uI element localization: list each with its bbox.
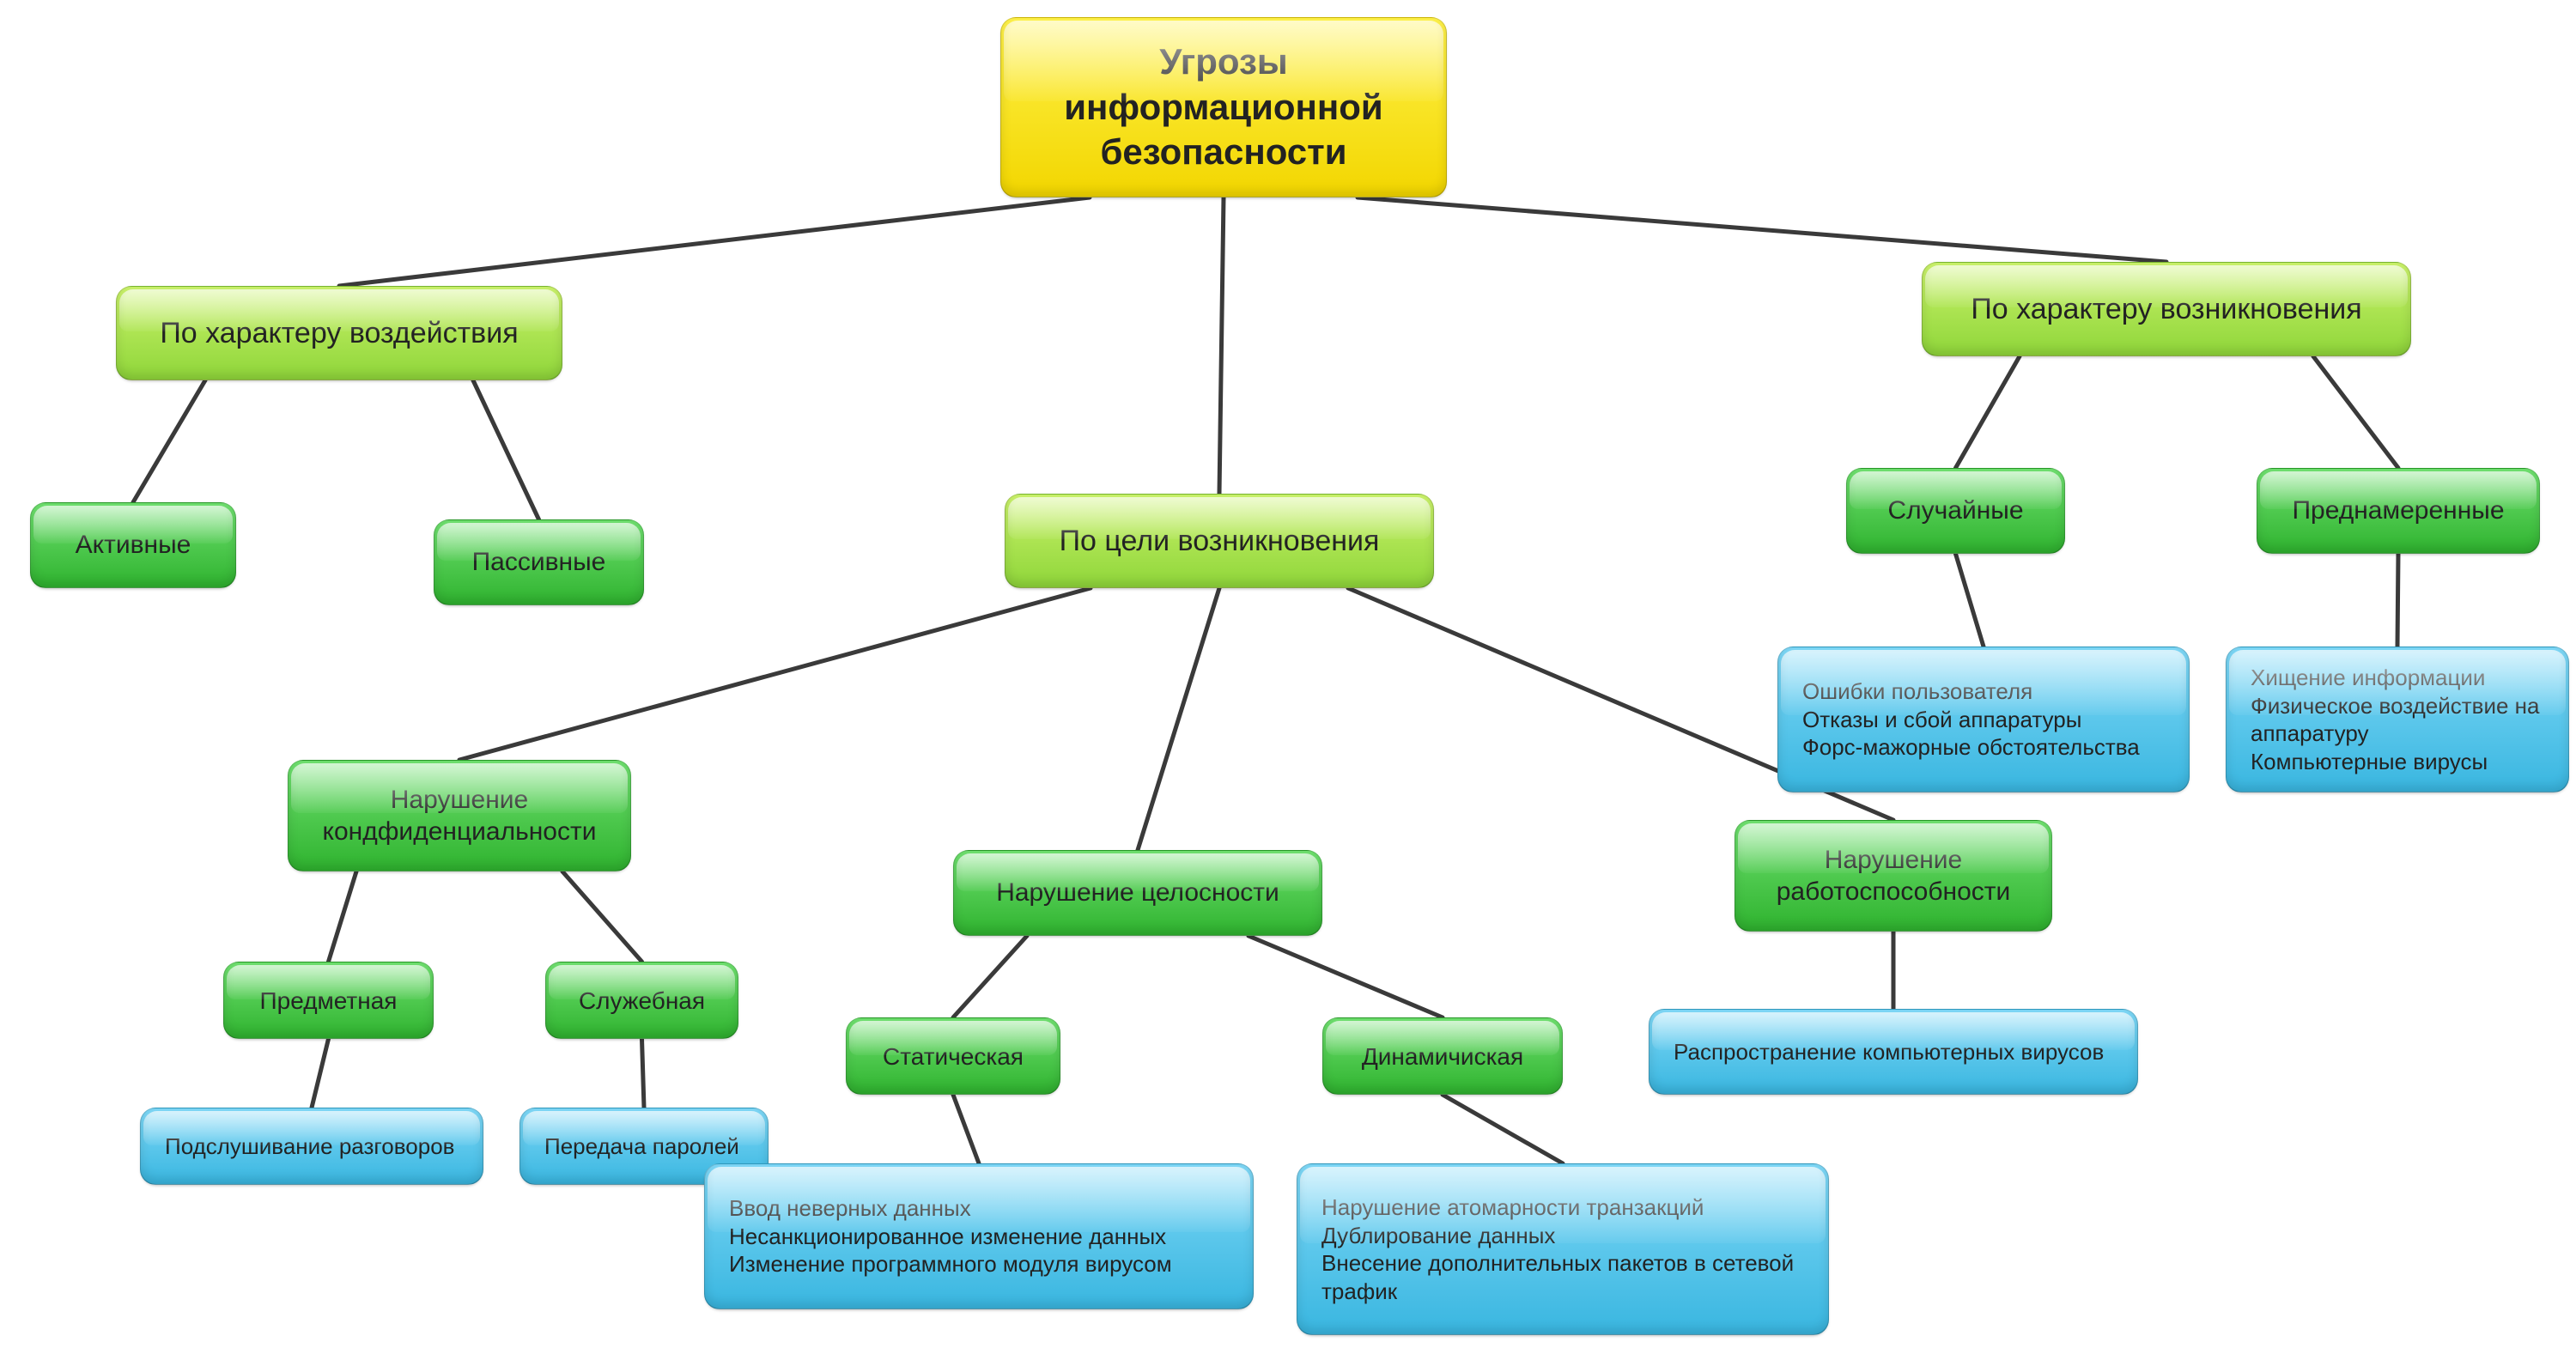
node-passive: Пассивные [434, 519, 644, 605]
edge [1956, 356, 2020, 468]
node-line: Компьютерные вирусы [2251, 748, 2488, 776]
edge [1358, 197, 2166, 262]
node-active: Активные [30, 502, 236, 588]
node-line: Нарушение атомарности транзакций [1321, 1193, 1704, 1222]
edge [459, 588, 1091, 760]
node-line: Распространение компьютерных вирусов [1674, 1038, 2104, 1066]
node-static: Статическая [846, 1017, 1060, 1095]
node-label: Случайные [1887, 495, 2023, 527]
node-label: Динамичиская [1362, 1041, 1523, 1072]
node-line: Ввод неверных данных [729, 1194, 971, 1223]
node-label: Пассивные [472, 546, 606, 579]
diagram-canvas: Угрозы информационной безопасности По хар… [0, 0, 2576, 1354]
node-label: Нарушение кондфиденциальности [323, 784, 597, 848]
node-line: Дублирование данных [1321, 1222, 1555, 1250]
node-integ: Нарушение целосности [953, 850, 1322, 936]
edge [2313, 356, 2398, 468]
edge [642, 1039, 645, 1108]
node-label: Преднамеренные [2292, 495, 2504, 527]
node-static_leaf: Ввод неверных данныхНесанкционированное … [704, 1163, 1254, 1309]
edge [133, 380, 205, 502]
node-line: Внесение дополнительных пакетов в сетево… [1321, 1249, 1794, 1305]
node-line: Несанкционированное изменение данных [729, 1223, 1166, 1251]
node-label: Нарушение целосности [996, 877, 1279, 909]
node-dynamic: Динамичиская [1322, 1017, 1563, 1095]
node-label: Предметная [260, 986, 398, 1016]
node-label: По цели возникновения [1060, 523, 1380, 560]
node-root: Угрозы информационной безопасности [1000, 17, 1447, 197]
edge [1443, 1095, 1563, 1163]
edge [2397, 554, 2398, 647]
edge [312, 1039, 329, 1108]
node-subject: Предметная [223, 962, 434, 1039]
edge [339, 197, 1090, 286]
edge [329, 871, 357, 962]
node-line: Физическое воздействие на аппаратуру [2251, 692, 2544, 748]
node-impact: По характеру воздействия [116, 286, 562, 380]
node-line: Ошибки пользователя [1802, 677, 2032, 706]
node-dynamic_leaf: Нарушение атомарности транзакцийДублиров… [1297, 1163, 1829, 1335]
node-subject_leaf: Подслушивание разговоров [140, 1108, 483, 1185]
edge [1956, 554, 1984, 647]
edge [562, 871, 642, 962]
node-label: Статическая [883, 1041, 1024, 1072]
node-avail: Нарушение работоспособности [1735, 820, 2052, 932]
node-intentional: Преднамеренные [2257, 468, 2540, 554]
node-line: Изменение программного модуля вирусом [729, 1250, 1172, 1278]
node-service: Служебная [545, 962, 738, 1039]
node-origin: По характеру возникновения [1922, 262, 2411, 356]
edge [953, 1095, 979, 1163]
node-line: Отказы и сбой аппаратуры [1802, 706, 2081, 734]
node-intent_leaf: Хищение информацииФизическое воздействие… [2226, 647, 2569, 792]
edge [953, 936, 1027, 1017]
edge [1249, 936, 1443, 1017]
edge [473, 380, 539, 519]
node-random: Случайные [1846, 468, 2065, 554]
node-label: Нарушение работоспособности [1777, 844, 2011, 908]
node-line: Форс-мажорные обстоятельства [1802, 733, 2140, 762]
node-goal: По цели возникновения [1005, 494, 1434, 588]
node-label: Служебная [579, 986, 705, 1016]
node-conf: Нарушение кондфиденциальности [288, 760, 631, 871]
node-avail_leaf: Распространение компьютерных вирусов [1649, 1009, 2138, 1095]
node-random_leaf: Ошибки пользователяОтказы и сбой аппарат… [1777, 647, 2190, 792]
node-label: По характеру воздействия [160, 315, 518, 352]
node-label: Угрозы информационной безопасности [1064, 39, 1383, 175]
edge [1138, 588, 1219, 850]
node-label: По характеру возникновения [1971, 291, 2361, 328]
node-line: Подслушивание разговоров [165, 1132, 454, 1161]
node-line: Передача паролей [544, 1132, 739, 1161]
edge [1219, 197, 1224, 494]
node-label: Активные [76, 529, 191, 562]
node-line: Хищение информации [2251, 664, 2485, 692]
